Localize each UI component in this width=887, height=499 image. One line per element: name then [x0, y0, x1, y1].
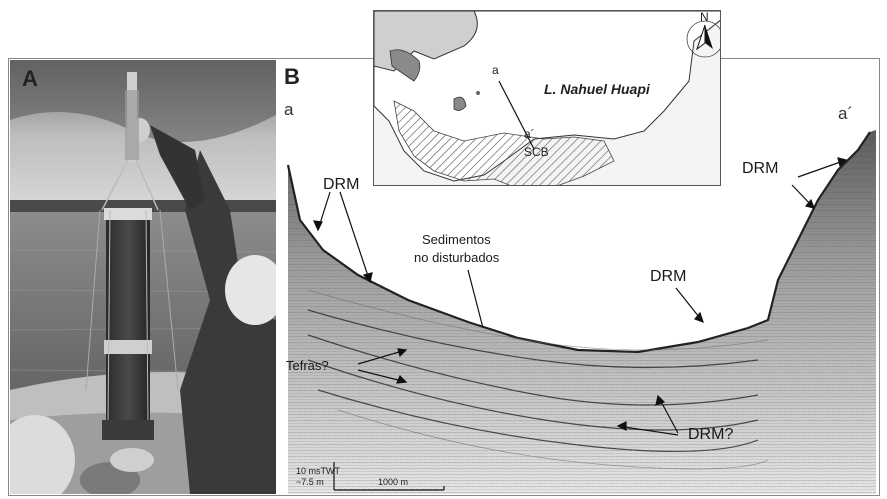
drm-question-label: DRM?	[688, 426, 734, 443]
transect-start-label: a	[492, 63, 499, 77]
vertical-scale-line1: 10 msTWT	[296, 466, 340, 476]
transect-end-label: a´	[524, 127, 535, 141]
lake-shape	[374, 11, 720, 182]
vertical-scale-line2: ~7.5 m	[296, 477, 324, 487]
scb-hatched-zone	[393, 100, 615, 185]
inset-map: a a´ L. Nahuel Huapi SCB N	[373, 10, 721, 186]
lake-name-label: L. Nahuel Huapi	[544, 81, 650, 97]
profile-end-label: a´	[838, 104, 854, 123]
drm-center-label: DRM	[650, 268, 687, 285]
drm-right-label: DRM	[742, 160, 779, 177]
tephra-label: Tefras?	[286, 358, 329, 373]
drm-left-label: DRM	[323, 176, 360, 193]
panel-b-letter: B	[284, 64, 300, 89]
scb-label: SCB	[524, 145, 549, 159]
undisturbed-label-line1: Sedimentos	[422, 232, 491, 247]
horizontal-scale-label: 1000 m	[378, 477, 409, 487]
undisturbed-label-line2: no disturbados	[414, 250, 500, 265]
transect-line	[498, 80, 535, 150]
core-photo	[10, 60, 276, 494]
lake-floor-reflector	[286, 131, 871, 354]
scale-bars	[333, 462, 445, 491]
inset-map-drawing	[374, 11, 720, 185]
panel-a-photo: A	[10, 60, 276, 494]
panel-a-letter: A	[22, 66, 38, 91]
north-label: N	[700, 10, 709, 24]
seismic-profile	[286, 130, 876, 494]
profile-start-label: a	[284, 100, 294, 119]
